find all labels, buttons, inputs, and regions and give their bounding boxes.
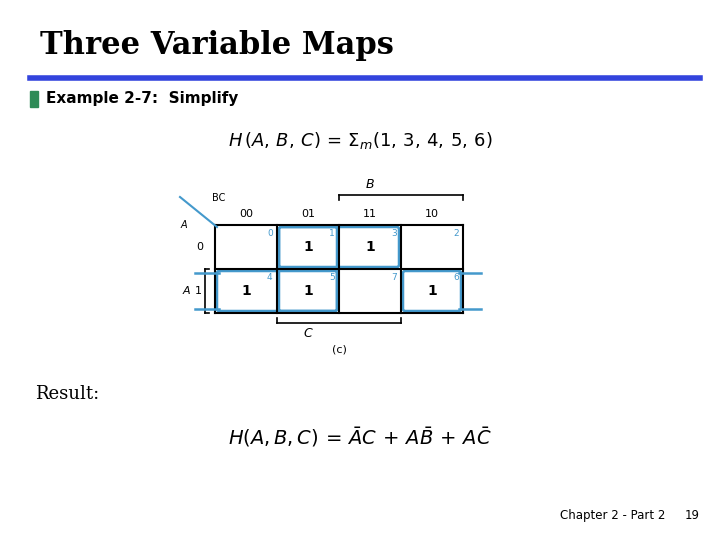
Text: 2: 2 [453,229,459,238]
Text: (c): (c) [332,345,346,355]
Text: 1: 1 [427,284,437,298]
Text: 10: 10 [425,209,439,219]
Text: Example 2-7:  Simplify: Example 2-7: Simplify [46,91,238,106]
Text: 00: 00 [239,209,253,219]
Text: 1: 1 [303,284,313,298]
Text: 0: 0 [267,229,273,238]
Text: 1: 1 [303,240,313,254]
Text: BC: BC [212,193,225,203]
Text: 1: 1 [241,284,251,298]
Text: B: B [366,178,374,191]
Text: 4: 4 [267,273,273,282]
Text: 5: 5 [329,273,335,282]
Text: 19: 19 [685,509,700,522]
Text: Three Variable Maps: Three Variable Maps [40,30,394,61]
Text: 3: 3 [391,229,397,238]
Text: 1: 1 [329,229,335,238]
Text: 11: 11 [363,209,377,219]
Text: 1: 1 [195,286,202,296]
Text: 6: 6 [453,273,459,282]
Text: Result:: Result: [35,385,99,403]
Text: 01: 01 [301,209,315,219]
Text: Chapter 2 - Part 2: Chapter 2 - Part 2 [560,509,665,522]
Text: 7: 7 [391,273,397,282]
Text: $H\,(A,\,B,\,C)\,=\,\Sigma_m(1,\,3,\,4,\,5,\,6)$: $H\,(A,\,B,\,C)\,=\,\Sigma_m(1,\,3,\,4,\… [228,130,492,151]
Text: 1: 1 [365,240,375,254]
Text: A: A [182,286,190,296]
Bar [30,91,38,107]
Text: A: A [181,220,187,230]
Text: $H(A,B,C)\,=\,\bar{A}C\,+\,A\bar{B}\,+\,A\bar{C}$: $H(A,B,C)\,=\,\bar{A}C\,+\,A\bar{B}\,+\,… [228,425,492,449]
Text: 0: 0 [196,242,203,252]
Text: C: C [304,327,312,340]
